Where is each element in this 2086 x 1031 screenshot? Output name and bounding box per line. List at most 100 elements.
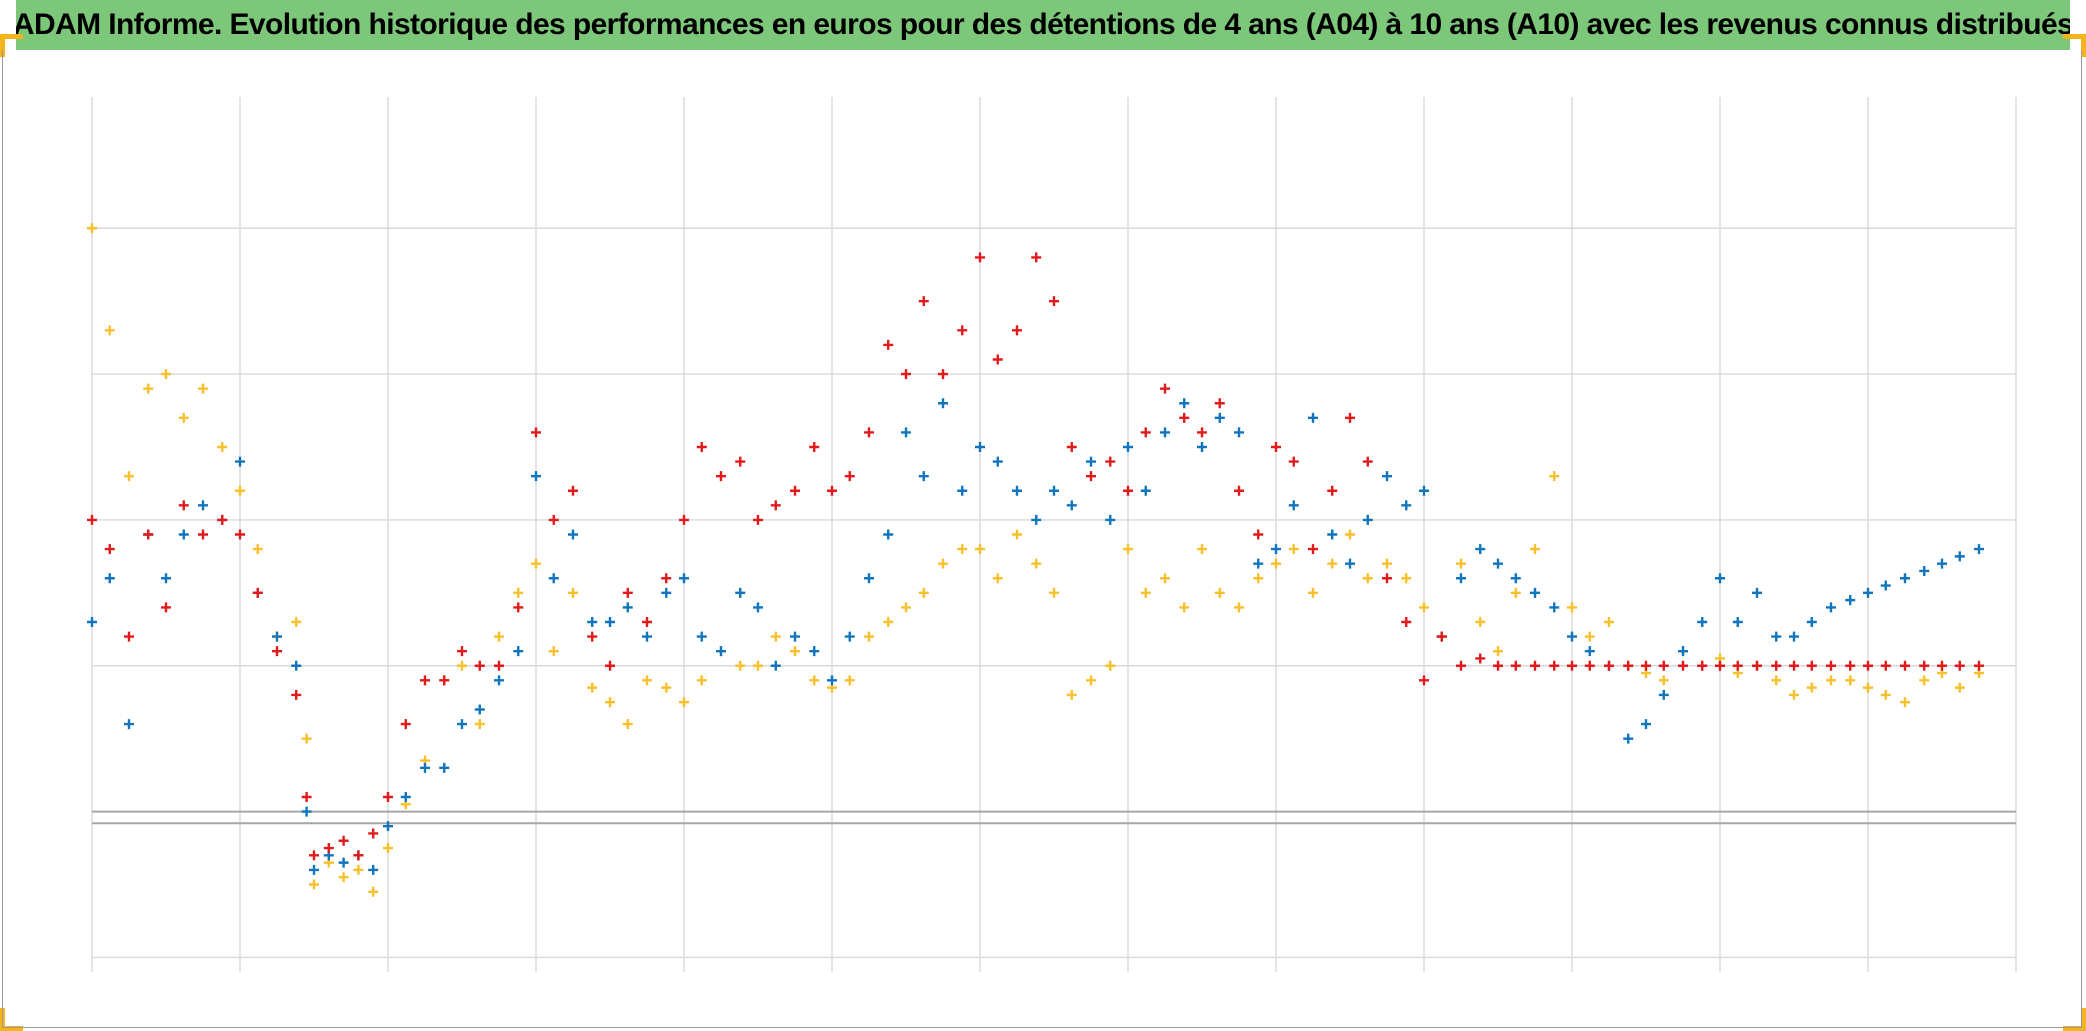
point-yellow-55 bbox=[1066, 689, 1077, 700]
point-red-71 bbox=[1362, 456, 1373, 467]
point-red-56 bbox=[1086, 471, 1096, 482]
point-blue-102 bbox=[1937, 558, 1947, 569]
point-yellow-35 bbox=[696, 675, 707, 686]
point-blue-69 bbox=[1327, 529, 1338, 540]
point-blue-26 bbox=[531, 471, 541, 482]
point-blue-45 bbox=[883, 529, 894, 540]
point-red-57 bbox=[1105, 456, 1116, 467]
point-yellow-5 bbox=[178, 412, 189, 423]
point-red-16 bbox=[353, 850, 364, 861]
point-blue-42 bbox=[827, 675, 837, 686]
point-yellow-1 bbox=[104, 325, 115, 336]
point-red-49 bbox=[957, 325, 968, 336]
point-yellow-58 bbox=[1123, 544, 1133, 555]
point-yellow-45 bbox=[883, 617, 894, 627]
point-blue-50 bbox=[975, 442, 985, 452]
point-blue-44 bbox=[864, 573, 874, 584]
point-blue-2 bbox=[124, 719, 134, 730]
point-blue-46 bbox=[901, 427, 911, 438]
point-yellow-4 bbox=[161, 369, 171, 380]
point-yellow-69 bbox=[1327, 558, 1338, 569]
point-blue-24 bbox=[494, 675, 504, 686]
point-yellow-51 bbox=[992, 573, 1003, 584]
point-red-70 bbox=[1345, 412, 1355, 423]
point-red-53 bbox=[1031, 252, 1042, 263]
point-yellow-100 bbox=[1900, 697, 1910, 708]
point-yellow-76 bbox=[1456, 558, 1466, 569]
point-red-59 bbox=[1140, 427, 1151, 438]
point-red-104 bbox=[1974, 660, 1984, 671]
point-blue-49 bbox=[957, 485, 968, 496]
point-yellow-96 bbox=[1826, 675, 1836, 686]
point-yellow-63 bbox=[1214, 587, 1225, 598]
point-yellow-38 bbox=[753, 660, 763, 671]
point-yellow-39 bbox=[770, 631, 781, 642]
point-yellow-70 bbox=[1345, 529, 1355, 540]
point-red-22 bbox=[457, 646, 467, 657]
point-yellow-27 bbox=[548, 646, 559, 657]
point-red-13 bbox=[309, 850, 319, 861]
point-yellow-15 bbox=[338, 872, 349, 883]
point-blue-17 bbox=[368, 864, 379, 875]
point-blue-96 bbox=[1826, 602, 1836, 613]
point-blue-98 bbox=[1863, 587, 1873, 598]
point-yellow-12 bbox=[301, 733, 312, 744]
point-yellow-81 bbox=[1549, 471, 1560, 482]
point-red-66 bbox=[1271, 442, 1281, 452]
point-red-79 bbox=[1510, 660, 1521, 671]
point-blue-12 bbox=[301, 806, 312, 817]
point-blue-57 bbox=[1105, 514, 1116, 525]
point-red-30 bbox=[605, 660, 615, 671]
corner-accent-bottom-right bbox=[2063, 1008, 2086, 1031]
point-yellow-53 bbox=[1031, 558, 1042, 569]
point-yellow-68 bbox=[1308, 587, 1318, 598]
point-red-92 bbox=[1752, 660, 1762, 671]
point-red-26 bbox=[531, 427, 541, 438]
point-blue-38 bbox=[753, 602, 763, 613]
point-yellow-103 bbox=[1954, 682, 1965, 693]
point-yellow-74 bbox=[1419, 602, 1429, 613]
point-blue-104 bbox=[1974, 544, 1984, 555]
point-red-75 bbox=[1436, 631, 1447, 642]
point-red-98 bbox=[1863, 660, 1873, 671]
point-yellow-32 bbox=[642, 675, 652, 686]
point-red-87 bbox=[1658, 660, 1669, 671]
point-blue-59 bbox=[1140, 485, 1151, 496]
point-red-52 bbox=[1012, 325, 1022, 336]
point-yellow-56 bbox=[1086, 675, 1096, 686]
point-blue-92 bbox=[1752, 587, 1762, 598]
point-red-32 bbox=[642, 617, 652, 627]
point-yellow-31 bbox=[622, 719, 633, 730]
point-yellow-24 bbox=[494, 631, 504, 642]
point-red-94 bbox=[1789, 660, 1799, 671]
point-yellow-16 bbox=[353, 864, 364, 875]
point-red-35 bbox=[696, 442, 707, 452]
point-blue-74 bbox=[1419, 485, 1429, 496]
point-yellow-84 bbox=[1604, 617, 1614, 627]
point-blue-19 bbox=[400, 792, 411, 802]
point-blue-66 bbox=[1271, 544, 1281, 555]
point-red-11 bbox=[291, 689, 302, 700]
point-blue-31 bbox=[622, 602, 633, 613]
point-blue-6 bbox=[198, 500, 208, 511]
point-yellow-77 bbox=[1475, 617, 1486, 627]
point-red-42 bbox=[827, 485, 837, 496]
point-blue-33 bbox=[661, 587, 672, 598]
point-red-82 bbox=[1567, 660, 1577, 671]
point-red-21 bbox=[439, 675, 450, 686]
point-red-29 bbox=[587, 631, 598, 642]
point-yellow-30 bbox=[605, 697, 615, 708]
point-yellow-72 bbox=[1382, 558, 1392, 569]
point-red-61 bbox=[1179, 412, 1190, 423]
point-yellow-11 bbox=[291, 617, 302, 627]
point-yellow-65 bbox=[1253, 573, 1264, 584]
point-blue-20 bbox=[420, 762, 430, 773]
point-yellow-13 bbox=[309, 879, 319, 890]
point-red-6 bbox=[198, 529, 208, 540]
point-red-102 bbox=[1937, 660, 1947, 671]
point-blue-5 bbox=[178, 529, 189, 540]
point-yellow-78 bbox=[1493, 646, 1503, 657]
point-blue-94 bbox=[1789, 631, 1799, 642]
point-blue-10 bbox=[272, 631, 282, 642]
